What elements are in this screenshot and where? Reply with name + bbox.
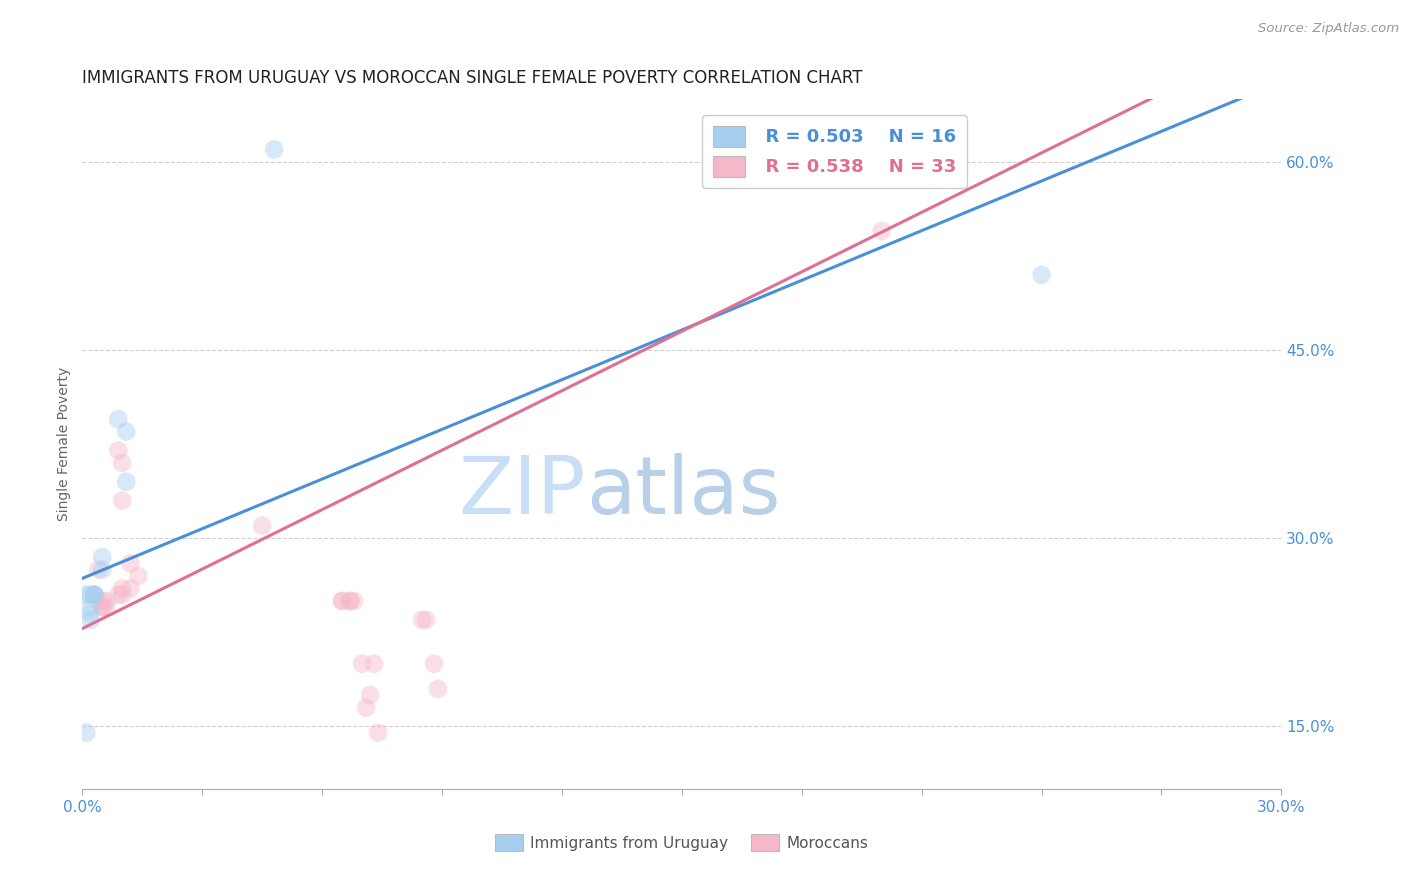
Point bbox=[363, 657, 385, 671]
Point bbox=[263, 142, 285, 156]
Point bbox=[423, 657, 446, 671]
Point bbox=[115, 475, 138, 489]
Point bbox=[87, 563, 110, 577]
Point bbox=[1031, 268, 1053, 282]
Point bbox=[115, 425, 138, 439]
Point bbox=[111, 588, 134, 602]
Point bbox=[415, 613, 437, 627]
Point bbox=[107, 412, 129, 426]
Point bbox=[79, 607, 101, 621]
Point bbox=[83, 588, 105, 602]
Point bbox=[330, 594, 353, 608]
Text: atlas: atlas bbox=[586, 453, 780, 532]
Point bbox=[96, 600, 118, 615]
Point bbox=[75, 725, 97, 739]
Point bbox=[111, 582, 134, 596]
Legend:   R = 0.503    N = 16,   R = 0.538    N = 33: R = 0.503 N = 16, R = 0.538 N = 33 bbox=[702, 115, 966, 187]
Point bbox=[107, 588, 129, 602]
Point bbox=[111, 493, 134, 508]
Point bbox=[411, 613, 433, 627]
Point bbox=[339, 594, 361, 608]
Point bbox=[83, 588, 105, 602]
Y-axis label: Single Female Poverty: Single Female Poverty bbox=[58, 367, 72, 521]
Point bbox=[111, 456, 134, 470]
Point bbox=[120, 557, 142, 571]
Point bbox=[120, 582, 142, 596]
Point bbox=[870, 224, 893, 238]
Point bbox=[427, 681, 450, 696]
Point bbox=[359, 688, 381, 702]
Point bbox=[107, 443, 129, 458]
Point bbox=[330, 594, 353, 608]
Point bbox=[79, 600, 101, 615]
Point bbox=[79, 588, 101, 602]
Point bbox=[91, 600, 114, 615]
Point bbox=[79, 613, 101, 627]
Text: ZIP: ZIP bbox=[458, 453, 586, 532]
Text: IMMIGRANTS FROM URUGUAY VS MOROCCAN SINGLE FEMALE POVERTY CORRELATION CHART: IMMIGRANTS FROM URUGUAY VS MOROCCAN SING… bbox=[83, 69, 863, 87]
Point bbox=[339, 594, 361, 608]
Point bbox=[354, 700, 377, 714]
Point bbox=[343, 594, 366, 608]
Text: Source: ZipAtlas.com: Source: ZipAtlas.com bbox=[1258, 22, 1399, 36]
Point bbox=[127, 569, 149, 583]
Point bbox=[83, 588, 105, 602]
Point bbox=[83, 588, 105, 602]
Point bbox=[91, 563, 114, 577]
Point bbox=[96, 594, 118, 608]
Point bbox=[91, 594, 114, 608]
Point bbox=[367, 725, 389, 739]
Point bbox=[91, 550, 114, 565]
Point bbox=[87, 594, 110, 608]
Point bbox=[352, 657, 374, 671]
Point bbox=[250, 518, 273, 533]
Point bbox=[75, 588, 97, 602]
Point bbox=[91, 600, 114, 615]
